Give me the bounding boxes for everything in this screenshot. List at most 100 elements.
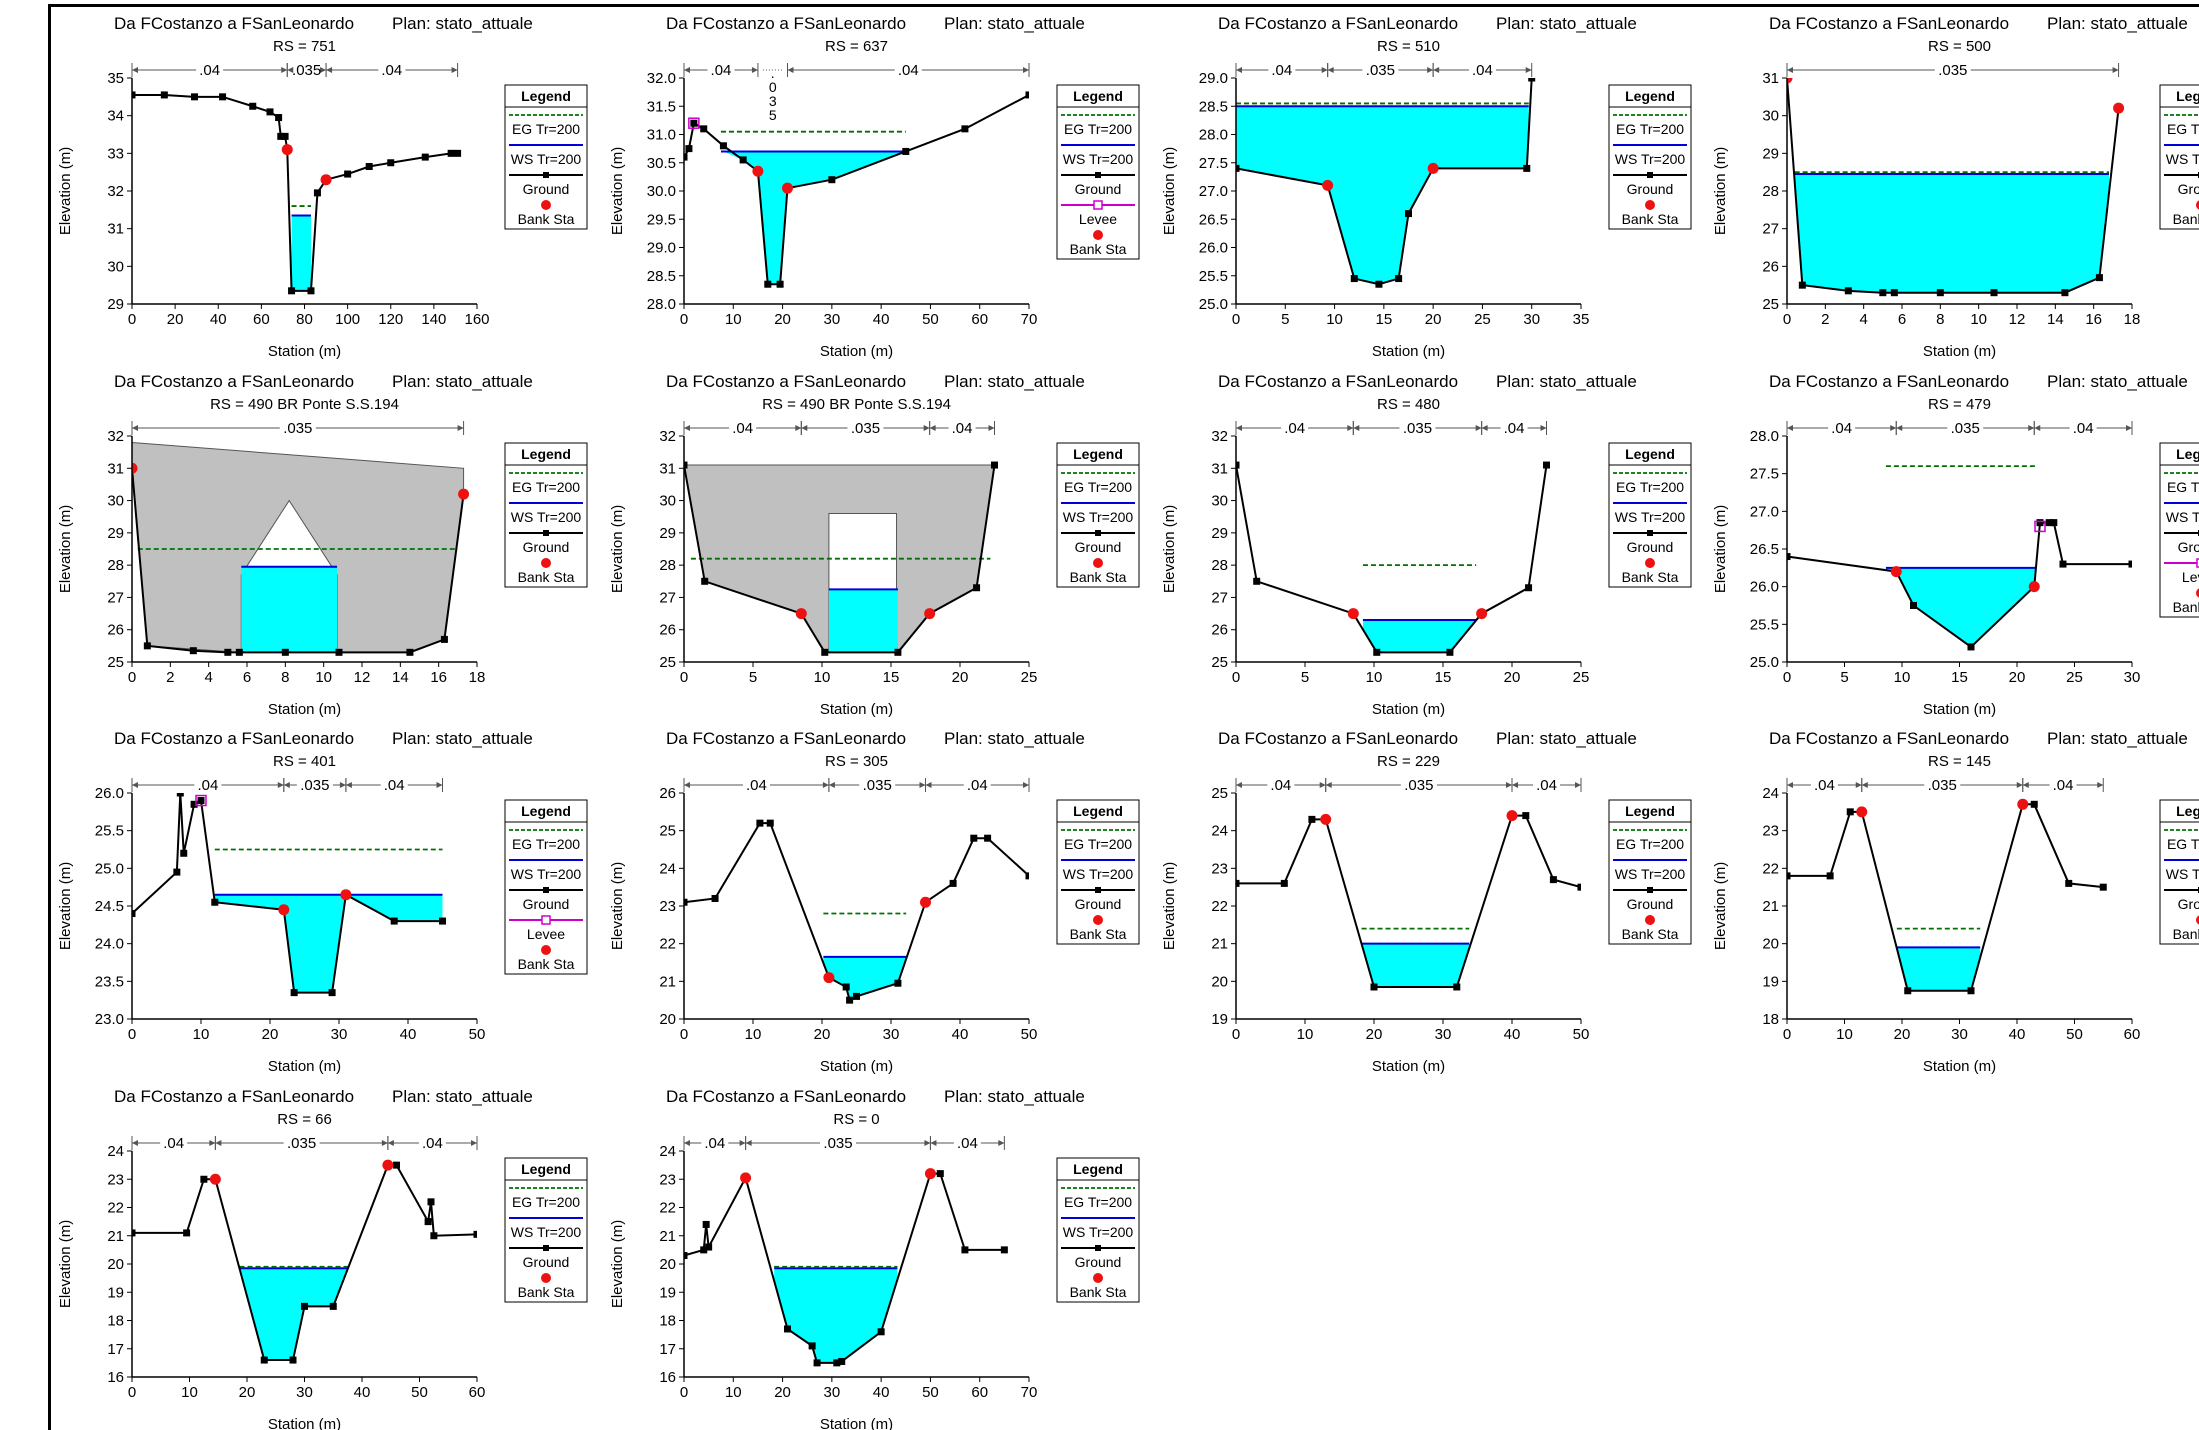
manning-n-segment: .04 (1235, 62, 1329, 79)
ground-point (132, 91, 136, 99)
legend-item-bank: Bank Sta (1622, 915, 1679, 942)
y-tick-label: 26.0 (1199, 240, 1228, 257)
ground-point (288, 287, 296, 295)
ground-point (277, 132, 285, 140)
y-tick-label: 16 (659, 1369, 676, 1386)
x-tick-label: 10 (315, 669, 332, 686)
legend-label-ws: WS Tr=200 (511, 866, 582, 882)
chart-reach-title: Da FCostanzo a FSanLeonardo (114, 1087, 354, 1106)
water-area (1236, 106, 1529, 285)
ground-point (2045, 519, 2053, 527)
ground-point (1375, 280, 1383, 288)
plot-area (1236, 461, 1550, 656)
ground-point (183, 1229, 191, 1237)
page-frame (48, 4, 2199, 1430)
legend-item-bank: Bank Sta (518, 558, 575, 585)
chart-rs-label: RS = 305 (825, 753, 888, 770)
y-tick-label: 23 (1211, 860, 1228, 877)
legend-title: Legend (521, 1161, 571, 1177)
water-area (214, 894, 443, 993)
x-tick-label: 20 (774, 1384, 791, 1401)
ground-point (1787, 553, 1791, 561)
manning-n-label: .04 (952, 420, 973, 437)
bank-station-point (782, 182, 793, 194)
legend-swatch-bank (2196, 200, 2199, 210)
manning-n-label: .035 (300, 777, 329, 794)
legend-item-eg: EG Tr=200 (2164, 829, 2199, 852)
ground-point (301, 1302, 308, 1310)
ground-line (1236, 814, 1581, 988)
legend-item-eg: EG Tr=200 (2164, 472, 2199, 495)
y-tick-label: 28.5 (647, 268, 676, 285)
x-tick-label: 0 (680, 669, 688, 686)
ground-point (1350, 275, 1358, 283)
x-tick-label: 0 (680, 311, 688, 328)
ground-point (421, 153, 429, 161)
bank-station-point (1427, 162, 1439, 174)
ground-line (1236, 464, 1548, 654)
manning-n-label: .04 (1271, 62, 1292, 79)
y-axis-label: Elevation (m) (1161, 505, 1178, 593)
legend-item-ground: Ground (509, 172, 583, 197)
y-tick-label: 26.0 (1750, 579, 1779, 596)
manning-n-label: .04 (746, 777, 767, 794)
x-tick-label: 40 (873, 1384, 890, 1401)
legend-title: Legend (1073, 803, 1123, 819)
x-tick-label: 6 (1898, 311, 1906, 328)
plot-area (684, 91, 1029, 288)
chart-plan-title: Plan: stato_attuale (392, 729, 533, 748)
plot-area (1236, 810, 1581, 991)
ground-point (439, 917, 446, 925)
ground-point (344, 170, 352, 178)
chart-plan-title: Plan: stato_attuale (392, 14, 533, 33)
levee-marker (688, 117, 700, 129)
ground-point (991, 461, 998, 469)
y-axis-label: Elevation (m) (1712, 862, 1729, 950)
ground-point (2059, 560, 2067, 568)
y-tick-label: 31 (107, 460, 124, 477)
y-tick-label: 25.0 (1199, 296, 1228, 313)
x-tick-label: 12 (354, 669, 371, 686)
x-tick-label: 20 (1366, 1026, 1383, 1043)
manning-n-segment: .04 (929, 420, 995, 437)
x-tick-label: 15 (883, 669, 900, 686)
bank-station-point (281, 144, 293, 156)
y-tick-label: 28.0 (1750, 428, 1779, 445)
legend-swatch-bank (1093, 230, 1103, 240)
y-tick-label: 23 (107, 1171, 124, 1188)
manning-n-segment: .04 (345, 777, 443, 794)
ground-point (1846, 808, 1854, 816)
bank-station-point (132, 462, 138, 474)
ground-point (1308, 815, 1316, 823)
y-tick-label: 25.5 (95, 823, 124, 840)
legend-item-ground: Ground (1613, 530, 1687, 555)
manning-n-label: .04 (1284, 420, 1305, 437)
x-tick-label: 40 (1504, 1026, 1521, 1043)
ground-point (1370, 983, 1378, 991)
ground-point (700, 1246, 708, 1254)
manning-n-segment: .035 (283, 777, 347, 794)
manning-n-segment: .035 (745, 1135, 931, 1152)
y-tick-label: 25 (659, 654, 676, 671)
manning-n-segment: .04 (929, 1135, 1005, 1152)
manning-n-label: .04 (1270, 777, 1291, 794)
legend: Legend EG Tr=200 WS Tr=200 Ground Levee Bank … (1056, 84, 1140, 260)
manning-n-segment: .04 (683, 62, 759, 79)
bank-station-point (1347, 608, 1359, 620)
chart-rs-label: RS = 480 (1377, 396, 1440, 413)
ground-point (335, 648, 343, 656)
x-axis-label: Station (m) (1923, 1058, 1996, 1075)
legend-label-ground: Ground (1075, 896, 1122, 912)
chart-reach-title: Da FCostanzo a FSanLeonardo (1218, 729, 1458, 748)
ground-point (808, 1342, 816, 1350)
legend-item-ws: WS Tr=200 (2164, 502, 2199, 525)
ground-point (1543, 461, 1550, 469)
legend-item-ws: WS Tr=200 (1061, 144, 1135, 167)
x-tick-label: 50 (922, 1384, 939, 1401)
chart-reach-title: Da FCostanzo a FSanLeonardo (1769, 14, 2009, 33)
ground-point (1236, 164, 1240, 172)
bank-station-point (1890, 566, 1902, 578)
y-tick-label: 27 (1762, 221, 1779, 238)
water-area (1361, 943, 1470, 987)
